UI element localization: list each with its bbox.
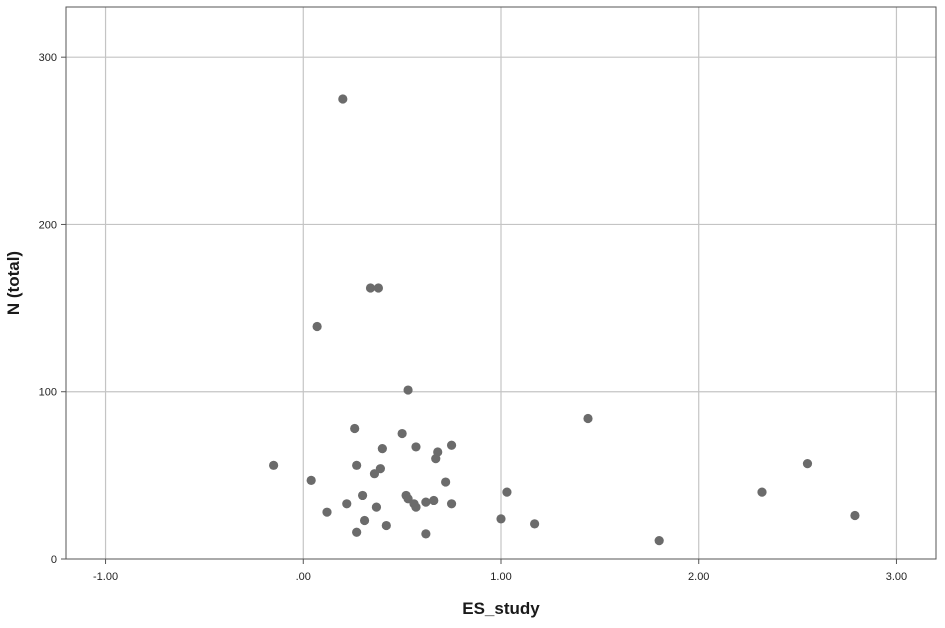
data-point [654, 536, 664, 546]
data-point [306, 475, 316, 485]
x-gridlines [104, 7, 898, 559]
x-axis-title: ES_study [462, 599, 540, 618]
data-point [365, 283, 376, 293]
data-point [446, 440, 457, 450]
data-point [373, 283, 384, 293]
y-axis-ticks: 0 100 200 300 [39, 52, 66, 566]
x-tick-label: -1.00 [93, 571, 118, 583]
data-point [502, 487, 512, 497]
data-point [433, 447, 443, 457]
x-tick-label: .00 [296, 571, 311, 583]
x-tick-label: 1.00 [490, 571, 511, 583]
data-points [269, 94, 860, 546]
data-point [350, 423, 360, 434]
data-point [359, 515, 370, 526]
y-tick-label: 300 [39, 52, 57, 64]
data-point [397, 428, 407, 439]
x-tick-label: 3.00 [886, 571, 907, 583]
data-point [377, 444, 387, 454]
data-point [352, 527, 362, 537]
data-point [352, 460, 362, 470]
x-axis-ticks: -1.00 .00 1.00 2.00 3.00 [93, 559, 907, 583]
data-point [429, 495, 439, 506]
data-point [338, 94, 348, 104]
data-point [530, 519, 540, 529]
data-point [757, 487, 767, 497]
data-point [446, 499, 457, 509]
data-point [850, 510, 860, 521]
y-gridlines [66, 56, 936, 393]
y-tick-label: 100 [39, 387, 57, 399]
data-point [421, 497, 431, 507]
data-point [403, 385, 413, 395]
data-point [411, 502, 421, 512]
data-point [583, 413, 593, 424]
y-axis-title: N (total) [4, 251, 23, 315]
data-point [357, 490, 368, 501]
data-point [802, 459, 813, 469]
data-point [496, 514, 506, 524]
data-point [375, 464, 385, 474]
data-point [342, 499, 352, 509]
data-point [381, 520, 391, 531]
y-tick-label: 0 [51, 554, 57, 566]
data-point [421, 529, 431, 539]
data-point [411, 442, 421, 452]
y-tick-label: 200 [39, 219, 57, 231]
data-point [371, 502, 382, 512]
x-tick-label: 2.00 [688, 571, 709, 583]
data-point [441, 477, 451, 487]
data-point [312, 321, 322, 332]
data-point [322, 507, 332, 517]
data-point [269, 460, 279, 470]
